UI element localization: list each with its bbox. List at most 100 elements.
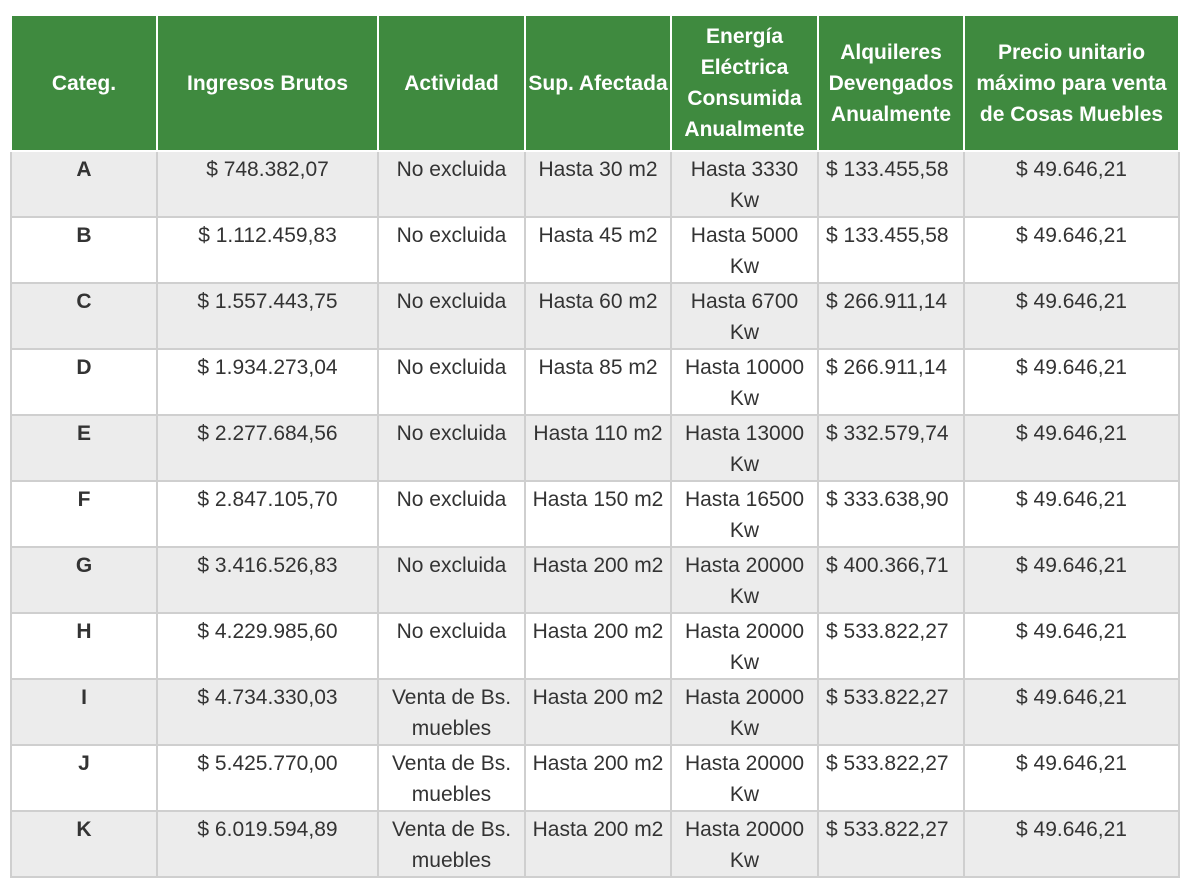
cell-categ: I [10,678,158,746]
table-row: J $ 5.425.770,00 Venta de Bs. muebles Hasta… [10,744,1180,812]
header-categ: Categ. [10,14,158,152]
cell-ingresos-brutos: $ 1.557.443,75 [156,282,379,350]
header-ingresos-brutos: Ingresos Brutos [156,14,379,152]
cell-energia-electrica: Hasta 3330 Kw [670,150,819,218]
table-row: A $ 748.382,07 No excluida Hasta 30 m2 Hasta… [10,150,1180,218]
cell-ingresos-brutos: $ 3.416.526,83 [156,546,379,614]
cell-ingresos-brutos: $ 2.277.684,56 [156,414,379,482]
cell-ingresos-brutos: $ 1.934.273,04 [156,348,379,416]
monotributo-categories-table: Categ. Ingresos Brutos Actividad Sup. Af… [10,14,1180,878]
cell-alquileres: $ 533.822,27 [817,744,965,812]
cell-precio-unitario: $ 49.646,21 [963,678,1180,746]
cell-alquileres: $ 332.579,74 [817,414,965,482]
cell-sup-afectada: Hasta 200 m2 [524,678,672,746]
cell-actividad: Venta de Bs. muebles [377,810,526,878]
table-row: H $ 4.229.985,60 No excluida Hasta 200 m2 Ha… [10,612,1180,680]
cell-alquileres: $ 400.366,71 [817,546,965,614]
cell-energia-electrica: Hasta 20000 Kw [670,678,819,746]
cell-precio-unitario: $ 49.646,21 [963,810,1180,878]
cell-actividad: No excluida [377,480,526,548]
cell-precio-unitario: $ 49.646,21 [963,480,1180,548]
header-alquileres: Alquileres Devengados Anualmente [817,14,965,152]
cell-actividad: No excluida [377,546,526,614]
cell-actividad: Venta de Bs. muebles [377,744,526,812]
cell-energia-electrica: Hasta 20000 Kw [670,744,819,812]
cell-actividad: Venta de Bs. muebles [377,678,526,746]
cell-categ: E [10,414,158,482]
cell-alquileres: $ 333.638,90 [817,480,965,548]
cell-precio-unitario: $ 49.646,21 [963,744,1180,812]
cell-sup-afectada: Hasta 45 m2 [524,216,672,284]
table-body: A $ 748.382,07 No excluida Hasta 30 m2 Hasta… [10,150,1180,878]
table-row: G $ 3.416.526,83 No excluida Hasta 200 m2 Ha… [10,546,1180,614]
cell-energia-electrica: Hasta 20000 Kw [670,546,819,614]
table-header: Categ. Ingresos Brutos Actividad Sup. Af… [10,14,1180,152]
cell-actividad: No excluida [377,150,526,218]
header-row: Categ. Ingresos Brutos Actividad Sup. Af… [10,14,1180,152]
table-row: F $ 2.847.105,70 No excluida Hasta 150 m2 Ha… [10,480,1180,548]
cell-alquileres: $ 533.822,27 [817,678,965,746]
cell-categ: J [10,744,158,812]
cell-categ: F [10,480,158,548]
cell-actividad: No excluida [377,414,526,482]
cell-ingresos-brutos: $ 748.382,07 [156,150,379,218]
cell-actividad: No excluida [377,282,526,350]
cell-energia-electrica: Hasta 6700 Kw [670,282,819,350]
cell-precio-unitario: $ 49.646,21 [963,216,1180,284]
cell-ingresos-brutos: $ 1.112.459,83 [156,216,379,284]
header-actividad: Actividad [377,14,526,152]
cell-precio-unitario: $ 49.646,21 [963,282,1180,350]
cell-sup-afectada: Hasta 30 m2 [524,150,672,218]
table-row: C $ 1.557.443,75 No excluida Hasta 60 m2 Has… [10,282,1180,350]
cell-categ: A [10,150,158,218]
cell-categ: K [10,810,158,878]
cell-alquileres: $ 266.911,14 [817,348,965,416]
header-energia-electrica: Energía Eléctrica Consumida Anualmente [670,14,819,152]
header-sup-afectada: Sup. Afectada [524,14,672,152]
table-row: K $ 6.019.594,89 Venta de Bs. muebles Hasta… [10,810,1180,878]
cell-energia-electrica: Hasta 16500 Kw [670,480,819,548]
cell-ingresos-brutos: $ 4.229.985,60 [156,612,379,680]
cell-alquileres: $ 533.822,27 [817,810,965,878]
cell-ingresos-brutos: $ 4.734.330,03 [156,678,379,746]
cell-energia-electrica: Hasta 13000 Kw [670,414,819,482]
table-row: B $ 1.112.459,83 No excluida Hasta 45 m2 Has… [10,216,1180,284]
cell-alquileres: $ 133.455,58 [817,150,965,218]
cell-categ: H [10,612,158,680]
cell-ingresos-brutos: $ 5.425.770,00 [156,744,379,812]
cell-alquileres: $ 266.911,14 [817,282,965,350]
cell-alquileres: $ 533.822,27 [817,612,965,680]
cell-ingresos-brutos: $ 2.847.105,70 [156,480,379,548]
cell-sup-afectada: Hasta 200 m2 [524,612,672,680]
cell-sup-afectada: Hasta 200 m2 [524,810,672,878]
table-row: I $ 4.734.330,03 Venta de Bs. muebles Hasta… [10,678,1180,746]
cell-precio-unitario: $ 49.646,21 [963,150,1180,218]
table-row: E $ 2.277.684,56 No excluida Hasta 110 m2 Ha… [10,414,1180,482]
cell-sup-afectada: Hasta 200 m2 [524,546,672,614]
cell-alquileres: $ 133.455,58 [817,216,965,284]
table-row: D $ 1.934.273,04 No excluida Hasta 85 m2 Has… [10,348,1180,416]
cell-categ: C [10,282,158,350]
cell-energia-electrica: Hasta 10000 Kw [670,348,819,416]
cell-sup-afectada: Hasta 200 m2 [524,744,672,812]
cell-categ: G [10,546,158,614]
cell-categ: D [10,348,158,416]
cell-actividad: No excluida [377,216,526,284]
header-precio-unitario: Precio unitario máximo para venta de Cos… [963,14,1180,152]
cell-ingresos-brutos: $ 6.019.594,89 [156,810,379,878]
categories-table-container: Categ. Ingresos Brutos Actividad Sup. Af… [10,14,1180,878]
cell-actividad: No excluida [377,348,526,416]
cell-precio-unitario: $ 49.646,21 [963,348,1180,416]
cell-precio-unitario: $ 49.646,21 [963,546,1180,614]
cell-precio-unitario: $ 49.646,21 [963,612,1180,680]
cell-precio-unitario: $ 49.646,21 [963,414,1180,482]
cell-energia-electrica: Hasta 20000 Kw [670,612,819,680]
cell-sup-afectada: Hasta 150 m2 [524,480,672,548]
cell-categ: B [10,216,158,284]
cell-actividad: No excluida [377,612,526,680]
cell-energia-electrica: Hasta 20000 Kw [670,810,819,878]
cell-sup-afectada: Hasta 110 m2 [524,414,672,482]
cell-energia-electrica: Hasta 5000 Kw [670,216,819,284]
cell-sup-afectada: Hasta 60 m2 [524,282,672,350]
cell-sup-afectada: Hasta 85 m2 [524,348,672,416]
